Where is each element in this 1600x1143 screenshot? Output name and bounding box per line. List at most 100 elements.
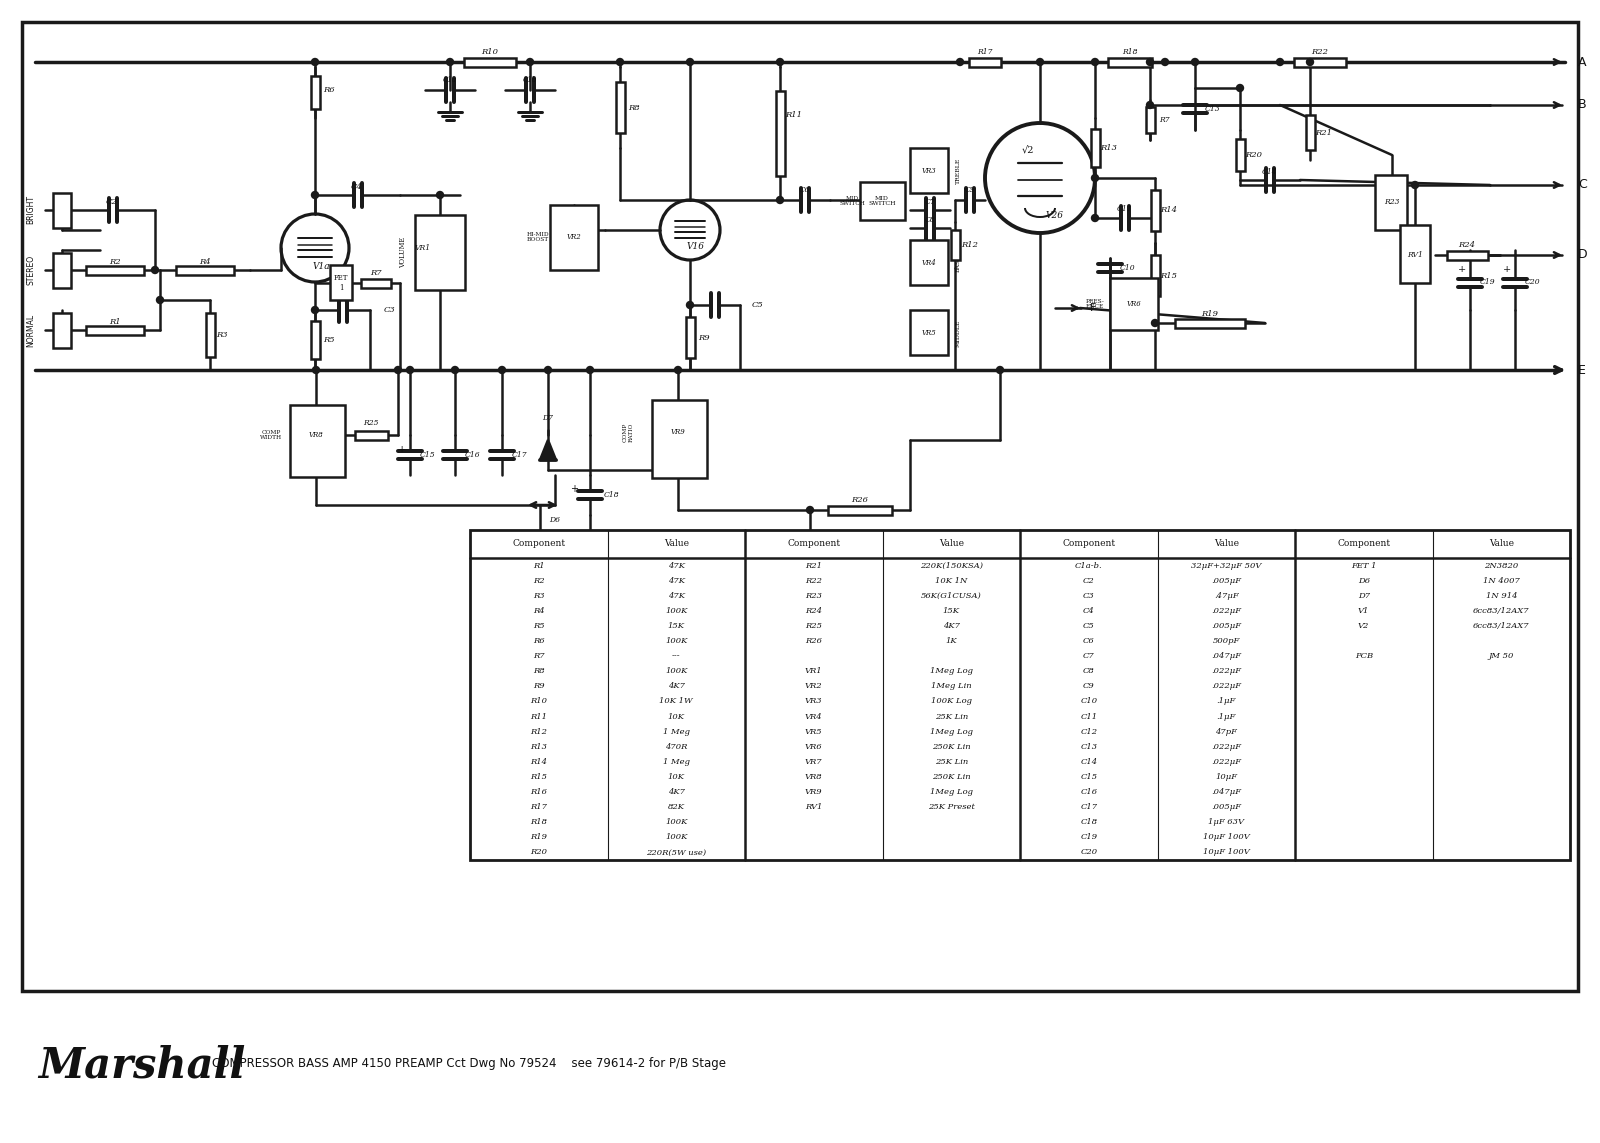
Text: C2: C2: [1083, 577, 1094, 585]
Text: V1: V1: [1358, 607, 1370, 615]
Text: 500pF: 500pF: [1213, 637, 1240, 645]
Bar: [330, 265, 352, 299]
Text: Value: Value: [939, 539, 963, 549]
Circle shape: [499, 367, 506, 374]
Circle shape: [776, 58, 784, 65]
Circle shape: [1277, 58, 1283, 65]
Text: COMP
WIDTH: COMP WIDTH: [259, 430, 282, 440]
Text: R7: R7: [1158, 115, 1170, 123]
Text: C14: C14: [1080, 758, 1098, 766]
Text: .047μF: .047μF: [1211, 788, 1242, 796]
Circle shape: [686, 302, 693, 309]
Text: RV1: RV1: [1406, 251, 1422, 259]
Text: C20: C20: [1080, 848, 1098, 856]
Text: VR8: VR8: [805, 773, 822, 781]
Bar: [310, 321, 320, 359]
Text: 1K: 1K: [946, 637, 957, 645]
Text: .47μF: .47μF: [1214, 592, 1238, 600]
Circle shape: [1152, 320, 1158, 327]
Text: TREBLE: TREBLE: [955, 158, 960, 184]
Circle shape: [997, 367, 1003, 374]
Text: VOLUME: VOLUME: [398, 237, 406, 267]
Circle shape: [152, 266, 158, 273]
Bar: [1235, 139, 1245, 171]
Text: 250K Lin: 250K Lin: [931, 773, 971, 781]
Text: VR3: VR3: [805, 697, 822, 705]
Text: .022μF: .022μF: [1211, 743, 1242, 751]
Bar: [829, 505, 893, 514]
Text: R12: R12: [530, 728, 547, 736]
Text: FET 1: FET 1: [1350, 561, 1376, 569]
Text: 25K Preset: 25K Preset: [928, 804, 974, 812]
Text: C4: C4: [1083, 607, 1094, 615]
Bar: [1150, 190, 1160, 231]
Text: R17: R17: [530, 804, 547, 812]
Bar: [616, 81, 624, 134]
Text: R2: R2: [533, 577, 544, 585]
Text: R14: R14: [1160, 206, 1178, 214]
Text: FET
1: FET 1: [334, 274, 349, 291]
Circle shape: [312, 306, 318, 313]
Text: C17: C17: [512, 451, 528, 459]
Text: 6cc83/12AX7: 6cc83/12AX7: [1474, 607, 1530, 615]
Circle shape: [1147, 102, 1154, 109]
Bar: [1146, 107, 1155, 133]
Text: VR5: VR5: [922, 329, 936, 337]
Text: E: E: [1578, 363, 1586, 376]
Text: 100K: 100K: [666, 637, 688, 645]
Text: 1 Meg: 1 Meg: [662, 728, 690, 736]
Bar: [86, 265, 144, 274]
Text: COMPRESSOR BASS AMP 4150 PREAMP Cct Dwg No 79524    see 79614-2 for P/B Stage: COMPRESSOR BASS AMP 4150 PREAMP Cct Dwg …: [211, 1056, 726, 1070]
Text: R16: R16: [530, 788, 547, 796]
Text: 10K: 10K: [667, 712, 685, 720]
Text: 10K 1W: 10K 1W: [659, 697, 693, 705]
Text: 10μF: 10μF: [1216, 773, 1237, 781]
Text: 10μF 100V: 10μF 100V: [1203, 833, 1250, 841]
Text: 4K7: 4K7: [942, 622, 960, 630]
Bar: [1400, 225, 1430, 283]
Text: R26: R26: [805, 637, 822, 645]
Text: D6: D6: [1358, 577, 1370, 585]
Bar: [861, 182, 906, 219]
Text: R8: R8: [629, 104, 640, 112]
Text: HI-MID
BOOST: HI-MID BOOST: [526, 232, 549, 242]
Text: R2: R2: [109, 258, 122, 266]
Circle shape: [675, 367, 682, 374]
Text: 100K: 100K: [666, 668, 688, 676]
Circle shape: [406, 367, 413, 374]
Text: R15: R15: [1160, 272, 1178, 280]
Text: VR2: VR2: [566, 233, 581, 241]
Text: VR1: VR1: [414, 243, 430, 251]
Text: R22: R22: [1312, 48, 1328, 56]
Text: C12: C12: [1080, 728, 1098, 736]
Text: 25K Lin: 25K Lin: [934, 712, 968, 720]
Bar: [1110, 278, 1158, 330]
Text: 100K: 100K: [666, 818, 688, 826]
Polygon shape: [541, 440, 557, 459]
Text: C11: C11: [1117, 205, 1133, 213]
Text: B: B: [1578, 98, 1587, 112]
Text: C19: C19: [1480, 278, 1496, 286]
Text: R6: R6: [533, 637, 544, 645]
Text: R11: R11: [786, 111, 803, 119]
Text: .022μF: .022μF: [1211, 758, 1242, 766]
Bar: [53, 312, 70, 347]
Text: R12: R12: [962, 241, 979, 249]
Text: R14: R14: [530, 758, 547, 766]
Bar: [685, 317, 694, 358]
Text: PRES-
ENCE: PRES- ENCE: [1085, 298, 1104, 310]
Circle shape: [1237, 85, 1243, 91]
Text: R23: R23: [1384, 198, 1400, 206]
Text: .005μF: .005μF: [1211, 622, 1242, 630]
Text: R13: R13: [1101, 144, 1117, 152]
Text: +: +: [1458, 265, 1466, 274]
Bar: [1306, 115, 1315, 150]
Text: VR6: VR6: [805, 743, 822, 751]
Text: 47K: 47K: [667, 561, 685, 569]
Circle shape: [957, 58, 963, 65]
Text: 1Meg Log: 1Meg Log: [930, 668, 973, 676]
Text: C7: C7: [925, 198, 936, 206]
Bar: [310, 77, 320, 109]
Text: R7: R7: [370, 269, 382, 277]
Circle shape: [526, 58, 533, 65]
